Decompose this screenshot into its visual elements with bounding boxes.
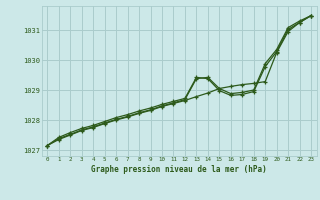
X-axis label: Graphe pression niveau de la mer (hPa): Graphe pression niveau de la mer (hPa) bbox=[91, 165, 267, 174]
